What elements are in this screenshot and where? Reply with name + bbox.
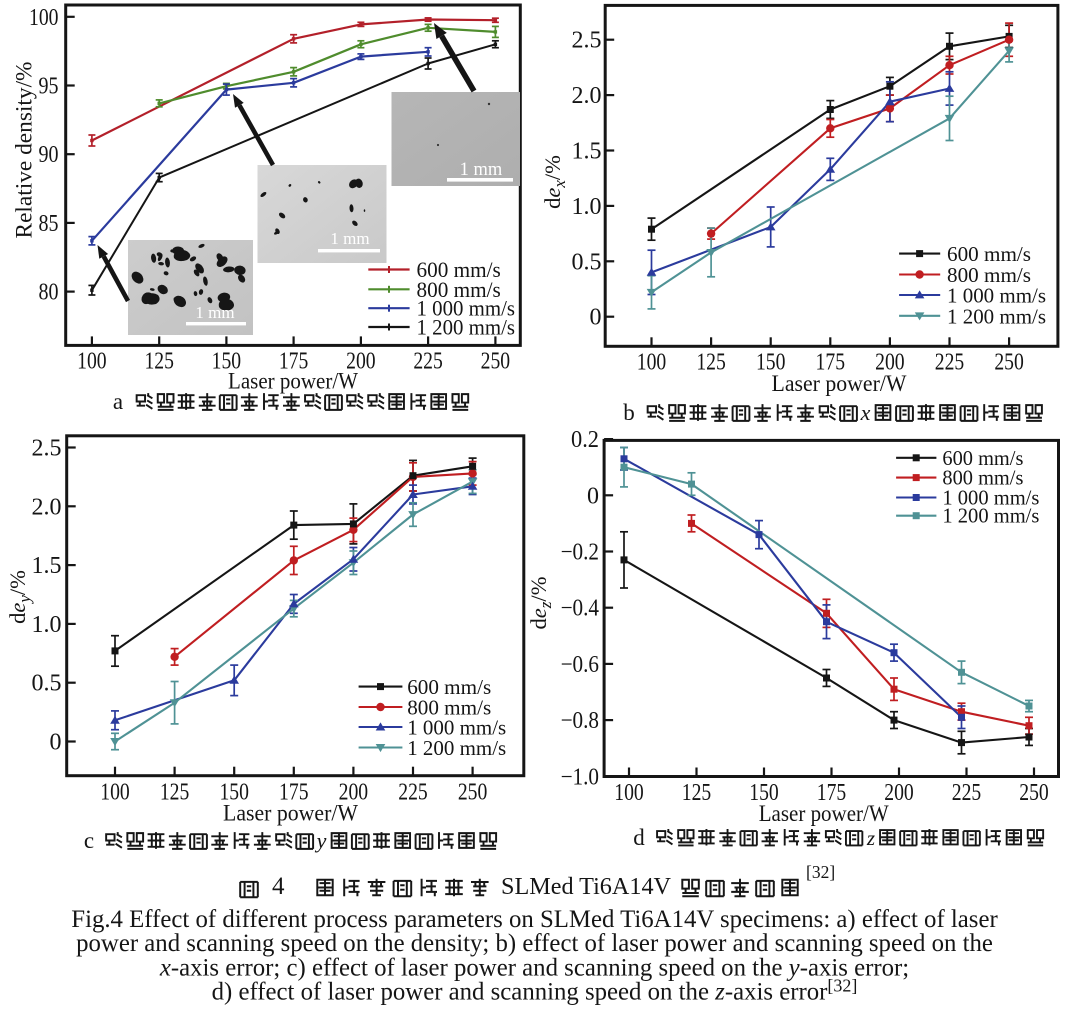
svg-text:250: 250 (481, 349, 511, 375)
svg-text:175: 175 (817, 780, 847, 806)
svg-text:1 mm: 1 mm (330, 229, 369, 248)
svg-text:100: 100 (29, 5, 59, 31)
svg-text:800 mm/s: 800 mm/s (407, 696, 491, 720)
svg-text:SLMed Ti6A14V: SLMed Ti6A14V (501, 874, 672, 900)
svg-text:1 mm: 1 mm (195, 303, 234, 322)
svg-text:600 mm/s: 600 mm/s (417, 257, 501, 282)
svg-text:2.5: 2.5 (32, 436, 62, 462)
svg-text:power and scanning speed on th: power and scanning speed on the density;… (76, 930, 993, 957)
svg-text:0: 0 (587, 483, 599, 509)
svg-text:0.2: 0.2 (571, 427, 599, 453)
svg-text:800 mm/s: 800 mm/s (947, 263, 1031, 287)
svg-text:600 mm/s: 600 mm/s (947, 242, 1031, 266)
svg-text:0.5: 0.5 (32, 671, 62, 697)
svg-text:1 200 mm/s: 1 200 mm/s (947, 304, 1046, 328)
svg-text:x-axis error; c) effect of las: x-axis error; c) effect of laser power a… (159, 955, 909, 982)
svg-text:250: 250 (458, 780, 488, 806)
svg-text:200: 200 (875, 350, 905, 376)
svg-text:Relative density/%: Relative density/% (12, 62, 38, 239)
svg-text:175: 175 (279, 780, 309, 806)
svg-text:2.5: 2.5 (572, 28, 602, 54)
svg-text:0.5: 0.5 (572, 249, 602, 275)
svg-text:100: 100 (637, 350, 667, 376)
svg-text:225: 225 (398, 780, 428, 806)
svg-text:800 mm/s: 800 mm/s (417, 277, 501, 302)
svg-text:0: 0 (590, 305, 602, 331)
svg-text:150: 150 (219, 780, 249, 806)
svg-text:200: 200 (884, 780, 914, 806)
svg-text:y: y (315, 828, 327, 853)
svg-text:d: d (633, 825, 645, 850)
svg-text:z: z (866, 826, 875, 850)
svg-text:1.5: 1.5 (32, 553, 62, 579)
svg-text:0: 0 (50, 730, 62, 756)
svg-text:Laser power/W: Laser power/W (223, 801, 358, 826)
svg-text:150: 150 (749, 780, 779, 806)
svg-text:100: 100 (614, 780, 644, 806)
svg-text:1 000 mm/s: 1 000 mm/s (417, 296, 516, 321)
svg-text:1 200 mm/s: 1 200 mm/s (942, 504, 1039, 528)
svg-text:2.0: 2.0 (572, 83, 602, 109)
svg-text:−0.6: −0.6 (561, 652, 599, 678)
svg-text:1.5: 1.5 (572, 139, 602, 165)
svg-text:−1.0: −1.0 (561, 764, 599, 790)
svg-text:1 200 mm/s: 1 200 mm/s (417, 315, 516, 340)
svg-text:225: 225 (413, 349, 443, 375)
svg-text:1 000 mm/s: 1 000 mm/s (947, 284, 1046, 308)
svg-text:150: 150 (756, 350, 786, 376)
svg-text:225: 225 (952, 780, 982, 806)
svg-text:1 mm: 1 mm (460, 160, 503, 180)
svg-text:125: 125 (682, 780, 712, 806)
svg-text:d) effect of laser power and s: d) effect of laser power and scanning sp… (212, 976, 858, 1006)
svg-text:1.0: 1.0 (32, 612, 62, 638)
svg-text:600 mm/s: 600 mm/s (407, 675, 491, 699)
svg-text:125: 125 (696, 350, 726, 376)
svg-text:85: 85 (39, 211, 59, 237)
svg-text:b: b (623, 400, 635, 425)
svg-text:1 000 mm/s: 1 000 mm/s (942, 486, 1039, 510)
svg-text:175: 175 (816, 350, 846, 376)
svg-text:100: 100 (77, 349, 107, 375)
svg-text:125: 125 (144, 349, 174, 375)
svg-text:225: 225 (935, 350, 965, 376)
svg-text:125: 125 (160, 780, 190, 806)
svg-text:250: 250 (994, 350, 1024, 376)
svg-text:−0.8: −0.8 (561, 708, 599, 734)
svg-text:Laser power/W: Laser power/W (772, 371, 907, 396)
svg-text:250: 250 (1019, 780, 1049, 806)
svg-text:175: 175 (279, 349, 309, 375)
svg-text:600 mm/s: 600 mm/s (942, 446, 1023, 470)
svg-text:100: 100 (100, 780, 130, 806)
svg-text:1 200 mm/s: 1 200 mm/s (407, 736, 506, 760)
svg-text:dez/%: dez/% (526, 577, 555, 630)
svg-text:90: 90 (39, 142, 59, 168)
svg-text:200: 200 (346, 349, 376, 375)
svg-text:800 mm/s: 800 mm/s (942, 466, 1023, 490)
svg-text:−0.4: −0.4 (561, 596, 599, 622)
svg-text:2.0: 2.0 (32, 494, 62, 520)
svg-text:4: 4 (272, 873, 285, 900)
svg-text:150: 150 (212, 349, 242, 375)
svg-text:−0.2: −0.2 (561, 540, 599, 566)
svg-text:1 000 mm/s: 1 000 mm/s (407, 716, 506, 740)
svg-text:Fig.4 Effect of different proc: Fig.4 Effect of different process parame… (71, 906, 998, 933)
svg-text:Laser power/W: Laser power/W (759, 801, 889, 826)
svg-text:x: x (860, 400, 871, 425)
svg-text:c: c (84, 828, 94, 853)
svg-text:95: 95 (39, 74, 59, 100)
svg-text:1.0: 1.0 (572, 194, 602, 220)
svg-text:[32]: [32] (806, 862, 835, 882)
svg-text:200: 200 (339, 780, 369, 806)
svg-text:Laser power/W: Laser power/W (228, 369, 359, 395)
svg-text:a: a (113, 389, 123, 414)
svg-text:80: 80 (39, 280, 59, 306)
